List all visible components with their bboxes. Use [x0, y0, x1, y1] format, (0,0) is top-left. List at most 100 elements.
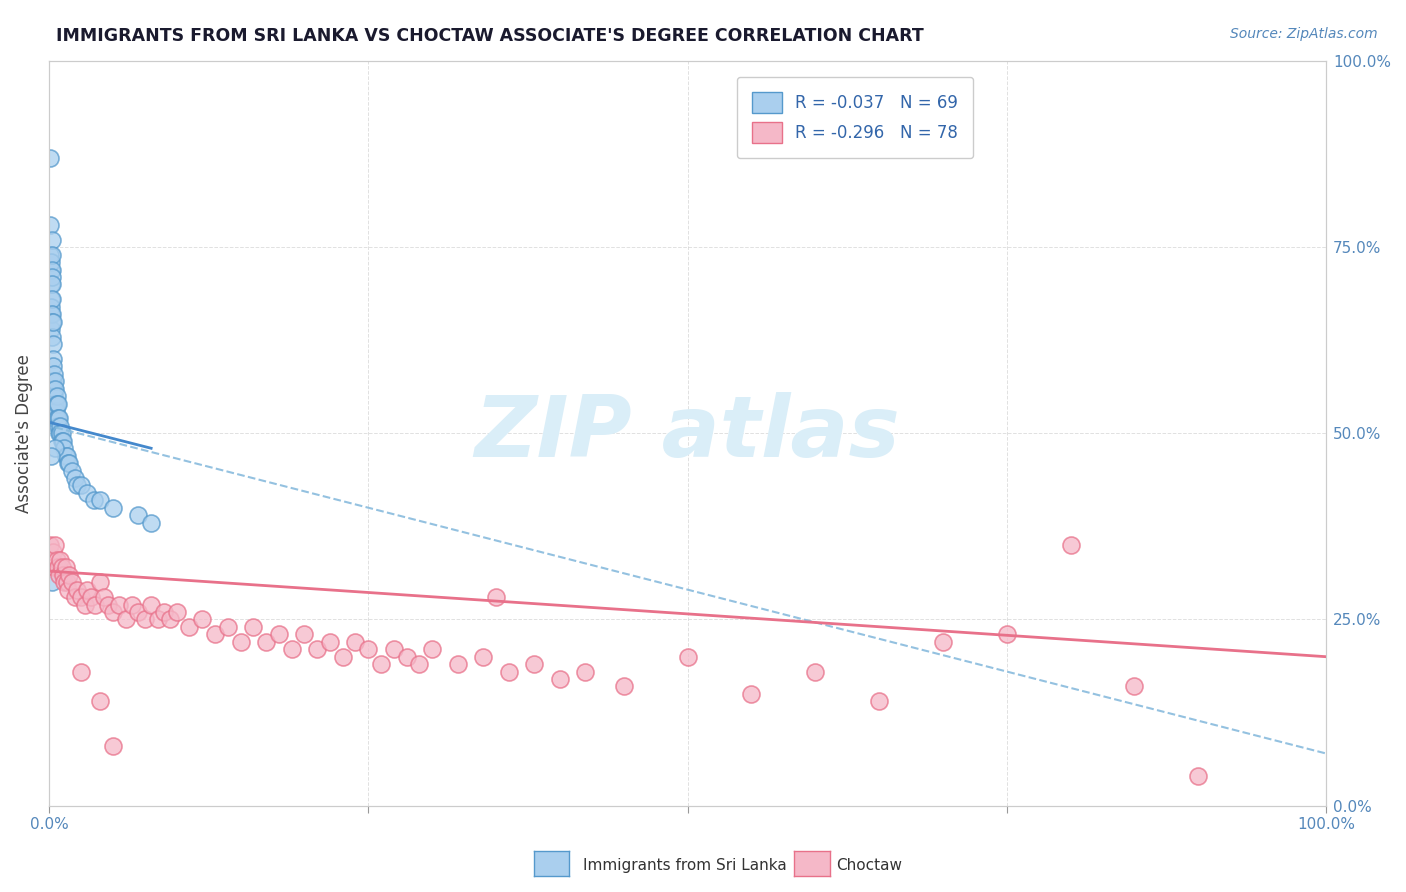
Point [39, 255, 62, 269]
Point [51, 560, 73, 574]
Point [70, 665, 93, 679]
Point [127, 508, 149, 523]
Point [89, 575, 111, 590]
Point [472, 649, 495, 664]
Point [93, 590, 115, 604]
Point [229, 635, 252, 649]
Point [139, 598, 162, 612]
Point [42, 382, 65, 396]
Text: Choctaw: Choctaw [837, 858, 903, 872]
Point [548, 672, 571, 686]
Point [41, 575, 63, 590]
Point [44, 396, 66, 410]
Point [41, 293, 63, 307]
Text: Immigrants from Sri Lanka: Immigrants from Sri Lanka [583, 858, 787, 872]
Point [41, 262, 63, 277]
Point [1059, 538, 1081, 552]
Point [42, 337, 65, 351]
Point [70, 478, 93, 492]
Point [1123, 680, 1146, 694]
Point [804, 665, 827, 679]
Point [159, 612, 181, 626]
Point [574, 665, 596, 679]
Point [41, 315, 63, 329]
Point [740, 687, 762, 701]
Point [80, 590, 103, 604]
Point [217, 620, 239, 634]
Point [46, 560, 69, 574]
Point [55, 560, 77, 574]
Point [73, 598, 96, 612]
Point [51, 434, 73, 448]
Point [267, 627, 290, 641]
Point [153, 605, 176, 619]
Point [39, 151, 62, 165]
Point [39, 449, 62, 463]
Point [39, 293, 62, 307]
Point [41, 248, 63, 262]
Point [242, 620, 264, 634]
Point [97, 598, 120, 612]
Point [523, 657, 546, 672]
Point [254, 635, 277, 649]
Point [70, 590, 93, 604]
Point [49, 426, 72, 441]
Point [76, 486, 98, 500]
Point [44, 411, 66, 425]
Point [42, 389, 65, 403]
Point [42, 374, 65, 388]
Point [146, 612, 169, 626]
Point [46, 418, 69, 433]
Point [179, 620, 201, 634]
Point [89, 493, 111, 508]
Point [41, 233, 63, 247]
Text: Source: ZipAtlas.com: Source: ZipAtlas.com [1230, 27, 1378, 41]
Point [44, 374, 66, 388]
Point [56, 449, 79, 463]
Point [42, 396, 65, 410]
Point [166, 605, 188, 619]
Point [292, 627, 315, 641]
Point [39, 277, 62, 292]
Point [42, 367, 65, 381]
Point [101, 605, 124, 619]
Point [41, 329, 63, 343]
Point [114, 612, 136, 626]
Point [995, 627, 1018, 641]
Point [48, 567, 70, 582]
Point [42, 315, 65, 329]
Point [485, 590, 508, 604]
Point [42, 560, 65, 574]
Point [60, 464, 83, 478]
Point [370, 657, 392, 672]
Point [44, 404, 66, 418]
Point [498, 665, 520, 679]
Point [49, 418, 72, 433]
Point [42, 411, 65, 425]
Point [56, 582, 79, 597]
Point [446, 657, 468, 672]
Point [41, 307, 63, 321]
Point [395, 649, 418, 664]
Point [868, 694, 890, 708]
Point [108, 598, 131, 612]
Point [55, 449, 77, 463]
Y-axis label: Associate's Degree: Associate's Degree [15, 354, 32, 513]
Point [344, 635, 367, 649]
Point [44, 442, 66, 456]
Point [101, 739, 124, 753]
Point [58, 567, 80, 582]
Point [84, 598, 107, 612]
Point [56, 575, 79, 590]
Point [932, 635, 955, 649]
Point [101, 500, 124, 515]
Point [280, 642, 302, 657]
Point [41, 277, 63, 292]
Point [51, 426, 73, 441]
Point [613, 680, 636, 694]
Point [46, 396, 69, 410]
Point [52, 567, 75, 582]
Point [46, 411, 69, 425]
Point [1187, 769, 1209, 783]
Point [191, 612, 214, 626]
